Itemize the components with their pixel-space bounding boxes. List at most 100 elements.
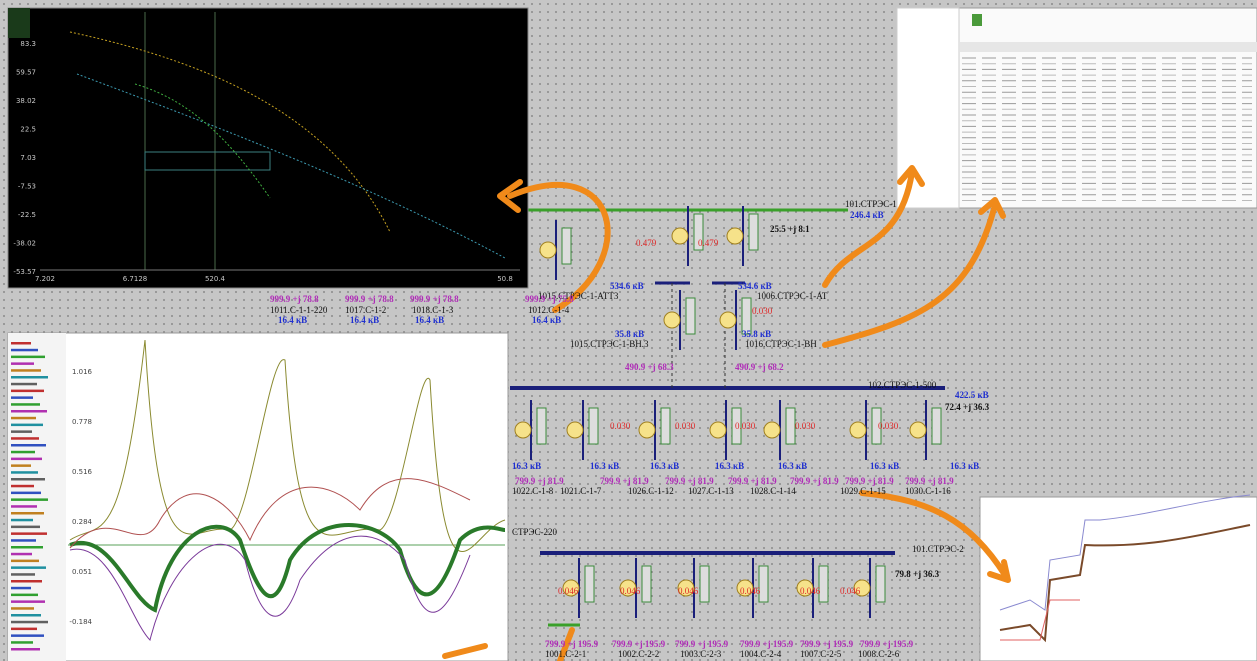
legend-swatch — [11, 607, 34, 610]
transformer — [726, 227, 744, 245]
label-flows: 799.9 +j 81.9 — [845, 476, 894, 486]
label-ratios: 0.030 — [610, 421, 631, 431]
label-ratios: 0.030 — [675, 421, 696, 431]
label-names: 1030.С-1-16 — [905, 486, 951, 496]
label-voltages: 534.6 кВ — [738, 281, 772, 291]
label-voltages: 35.8 кВ — [742, 329, 771, 339]
legend-swatch — [11, 600, 45, 603]
label-ratios: 0.046 — [800, 586, 821, 596]
label-voltages: 35.8 кВ — [615, 329, 644, 339]
transformer — [638, 421, 656, 439]
label-names: 1012.С-1-4 — [528, 305, 570, 315]
x-tick-label: 50.8 — [497, 275, 513, 283]
transformer — [671, 227, 689, 245]
breaker — [561, 227, 572, 265]
label-ratios: 0.030 — [735, 421, 756, 431]
label-ratios: 0.479 — [698, 238, 719, 248]
label-voltages: 422.5 кВ — [955, 390, 989, 400]
legend-swatch — [11, 573, 35, 576]
breaker — [641, 565, 652, 603]
label-loads: 79.8 +j 36.3 — [895, 569, 940, 579]
legend-swatch — [11, 512, 44, 515]
legend-swatch — [11, 532, 47, 535]
label-flows: 490.9 +j 68.3 — [625, 362, 674, 372]
arrows — [442, 165, 1011, 661]
legend-swatch — [11, 416, 36, 420]
legend-swatch — [11, 348, 38, 352]
legend-swatch — [11, 518, 33, 522]
legend-swatch — [11, 484, 34, 488]
legend-swatch — [11, 382, 37, 386]
label-names: 1029.С-1-15 — [840, 486, 886, 496]
breaker — [748, 213, 759, 251]
y-tick-label: -22.5 — [18, 211, 36, 219]
label-names: 1008.С-2-6 — [858, 649, 900, 659]
legend-swatch — [11, 525, 40, 529]
breaker — [693, 213, 704, 251]
label-ratios: 0.030 — [878, 421, 899, 431]
transformers — [514, 206, 942, 618]
legend-swatch — [11, 498, 48, 501]
legend-swatch — [11, 457, 42, 461]
label-names: 1027.С-1-13 — [688, 486, 734, 496]
transformer — [736, 579, 754, 597]
legend-swatch — [11, 478, 45, 481]
y-tick-label: -0.184 — [69, 618, 92, 626]
label-loads: 25.5 +j 8.1 — [770, 224, 810, 234]
breaker — [731, 407, 742, 445]
label-flows: 799.9 +j 195.9 — [800, 639, 854, 649]
legend-swatch — [11, 430, 32, 433]
legend-swatch — [11, 471, 38, 474]
transformer — [562, 579, 580, 597]
label-flows: 999.9 +j 75.8 — [525, 294, 574, 304]
breaker — [758, 565, 769, 603]
label-names: 102.СТРЭС-1-500 — [868, 380, 937, 390]
x-tick-label: 520.4 — [205, 275, 226, 283]
label-voltages: 16.3 кВ — [650, 461, 679, 471]
breaker — [660, 407, 671, 445]
transformer — [677, 579, 695, 597]
label-flows: 799.9 +j 81.9 — [905, 476, 954, 486]
legend-swatch — [11, 444, 46, 447]
diagram-labels: 101.СТРЭС-1 1015.СТРЭС-1-АТТ3 1006.СТРЭС-1… — [270, 199, 990, 659]
transformer — [619, 579, 637, 597]
y-tick-label: 83.3 — [20, 40, 36, 48]
legend-swatch — [11, 641, 33, 644]
label-flows: 799.9 +j 81.9 — [600, 476, 649, 486]
label-ratios: 0.479 — [636, 238, 657, 248]
legend-swatch — [11, 389, 44, 393]
legend-swatch — [11, 614, 41, 617]
label-flows: 799.9 +j 195.9 — [860, 639, 914, 649]
x-tick-label: 7.202 — [35, 275, 55, 283]
legend-swatch — [11, 369, 41, 372]
y-tick-label: 38.02 — [16, 97, 36, 105]
y-tick-label: 22.5 — [20, 126, 36, 134]
x-tick-label: 6.7128 — [123, 275, 148, 283]
breaker — [536, 407, 547, 445]
label-flows: 799.9 +j 195.9 — [740, 639, 794, 649]
label-voltages: 16.3 кВ — [950, 461, 979, 471]
label-voltages: 16.4 кВ — [350, 315, 379, 325]
label-flows: 799.9 +j 195.9 — [612, 639, 666, 649]
transformer — [849, 421, 867, 439]
label-names: 1015.СТРЭС-1-ВН.3 — [570, 339, 649, 349]
label-names: 1022.С-1-8 — [512, 486, 554, 496]
y-tick-label: -53.57 — [13, 268, 36, 276]
legend-swatch — [11, 464, 31, 467]
breaker — [931, 407, 942, 445]
label-voltages: 16.3 кВ — [512, 461, 541, 471]
legend-swatch — [11, 634, 44, 637]
label-voltages: 16.4 кВ — [278, 315, 307, 325]
breaker — [584, 565, 595, 603]
y-tick-label: 0.778 — [72, 418, 92, 426]
transformer — [719, 311, 737, 329]
label-names: 101.СТРЭС-1 — [845, 199, 897, 209]
label-names: 1004.С-2-4 — [740, 649, 782, 659]
transformer — [539, 241, 557, 259]
breaker — [785, 407, 796, 445]
label-flows: 999.9 +j 78.8 — [270, 294, 319, 304]
transformer — [763, 421, 781, 439]
y-tick-label: -38.02 — [13, 240, 36, 248]
